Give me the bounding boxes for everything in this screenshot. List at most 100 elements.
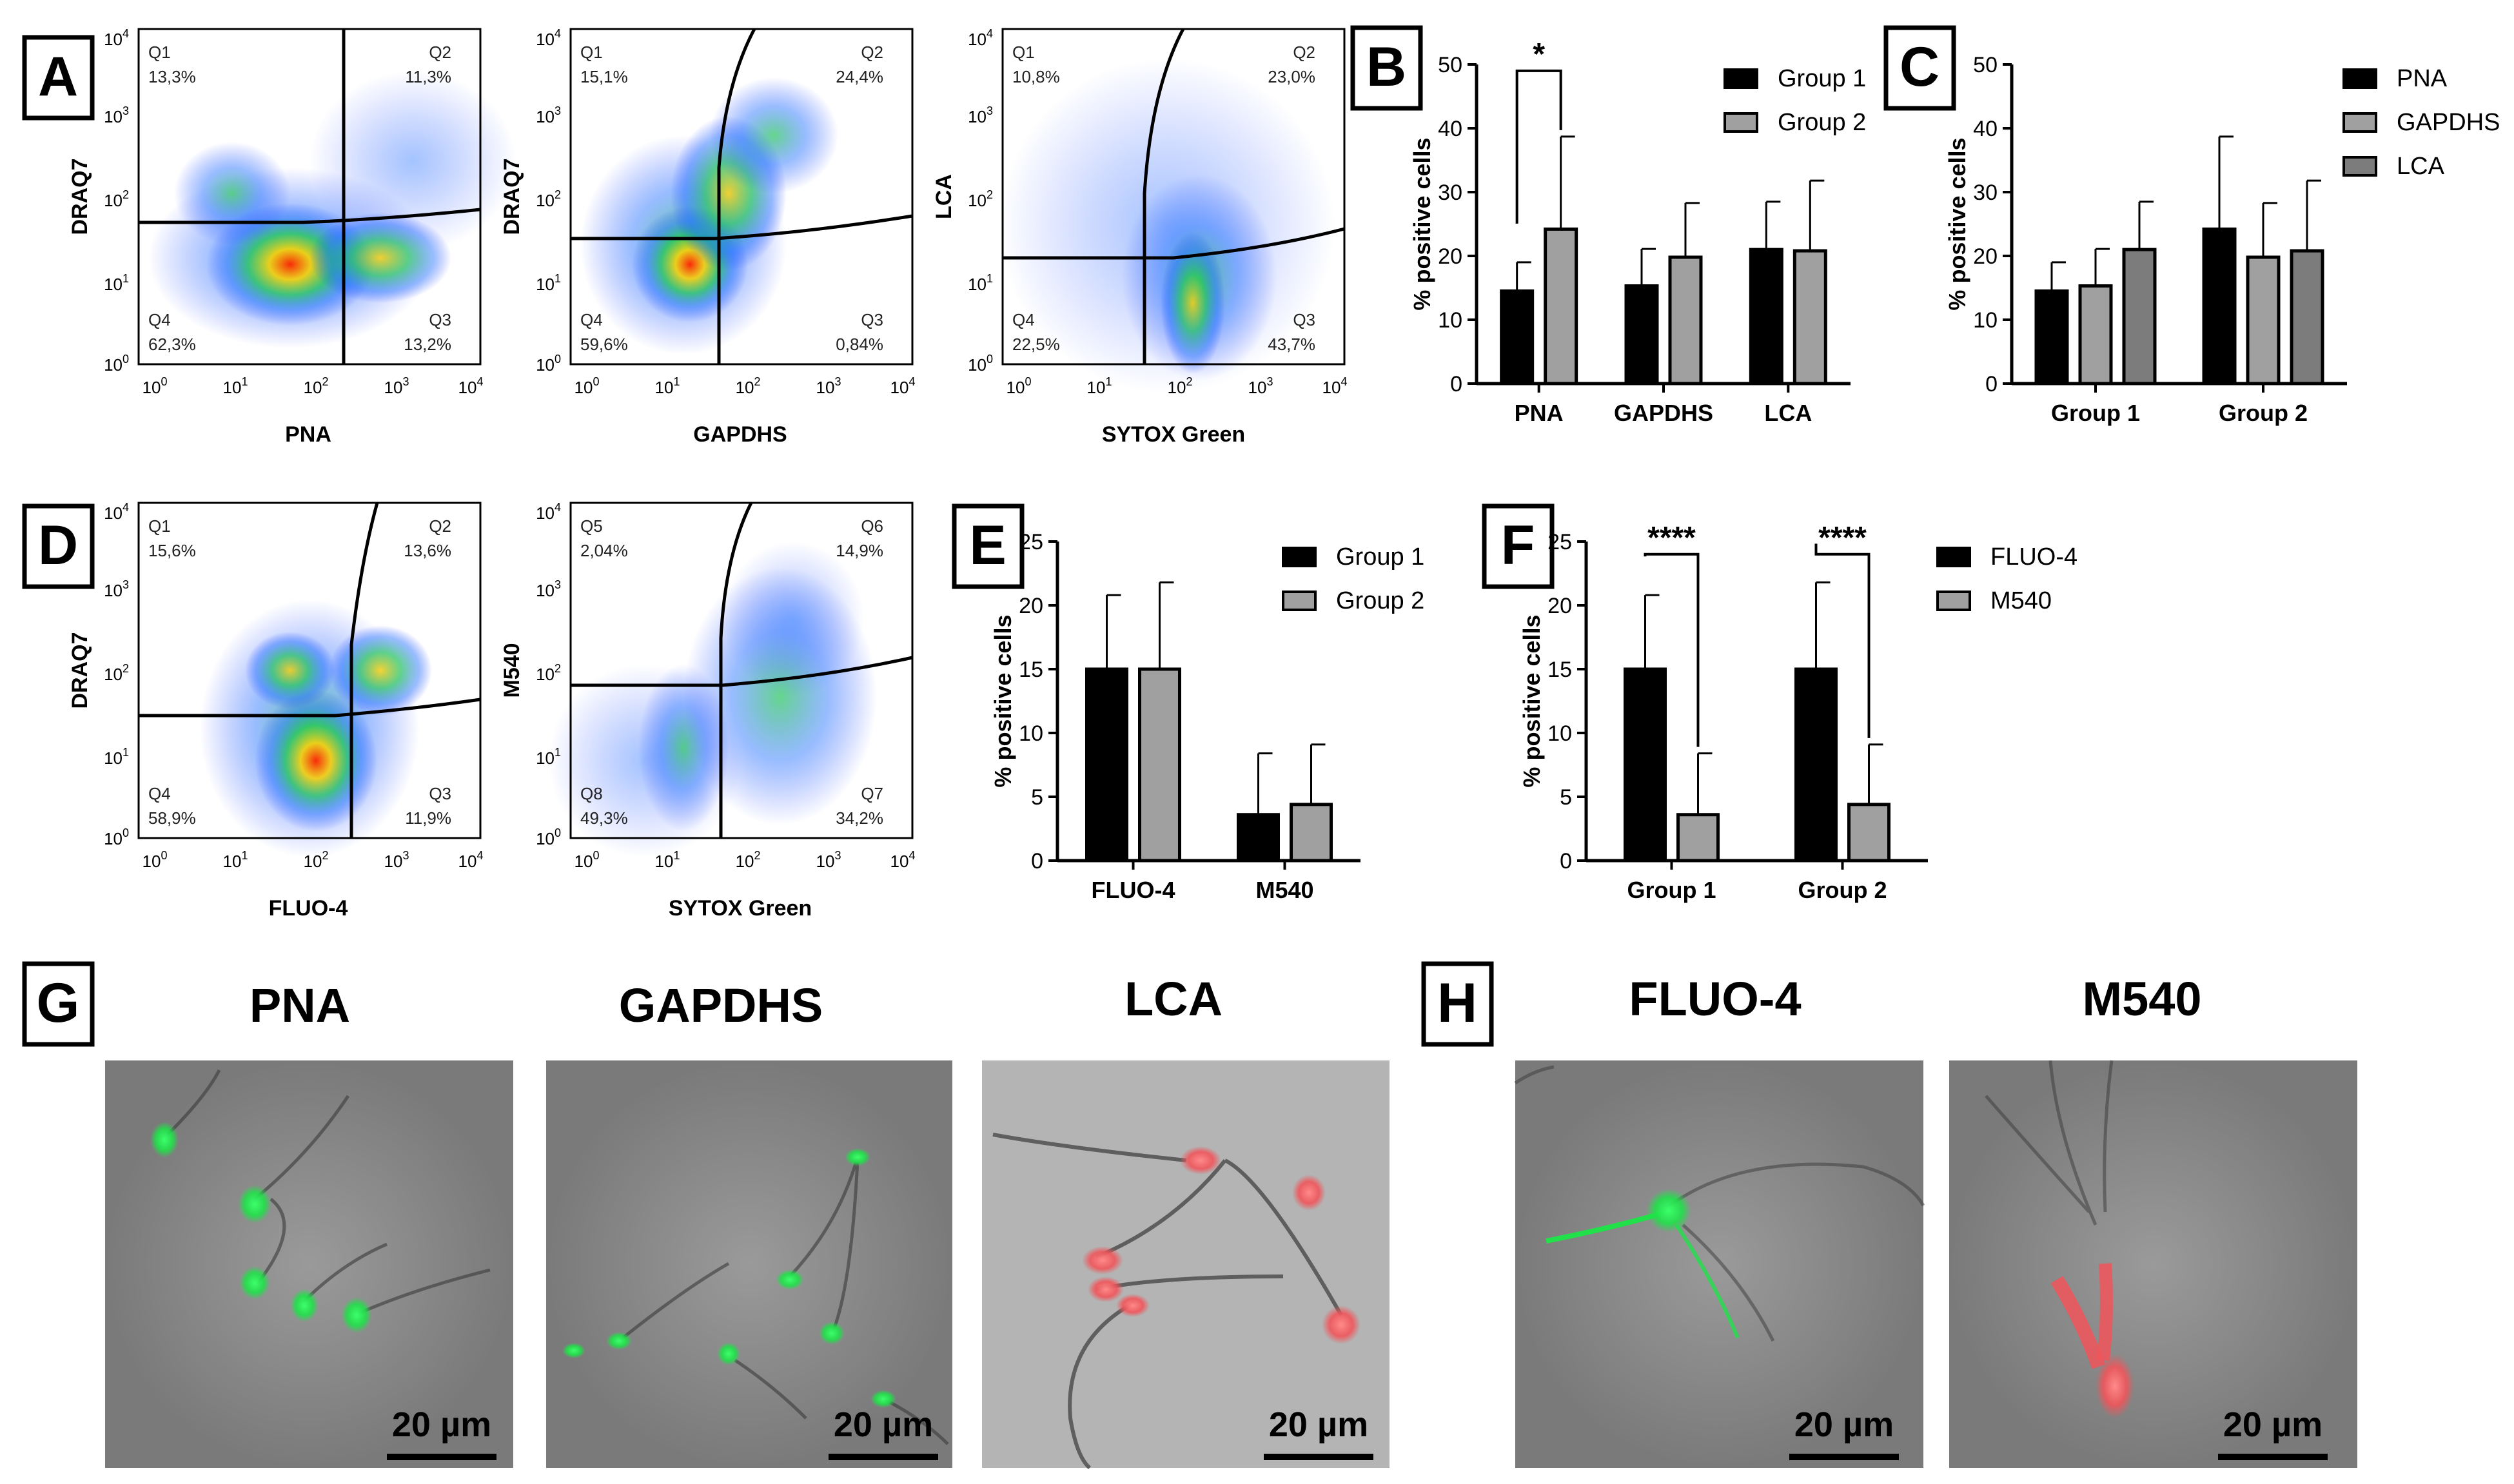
- svg-text:104: 104: [536, 27, 561, 49]
- bar: [1749, 248, 1783, 386]
- svg-text:100: 100: [142, 849, 168, 871]
- bar: [1668, 255, 1703, 386]
- legend-swatch: [1723, 68, 1758, 89]
- svg-text:103: 103: [816, 849, 841, 871]
- svg-text:100: 100: [536, 353, 561, 375]
- y-axis-label: LCA: [932, 174, 956, 219]
- scale-bar-label: 20 µm: [1794, 1405, 1894, 1444]
- micrograph-image: [982, 1060, 1390, 1468]
- flow-plot-m540: Q5 2,04% Q6 14,9% Q8 49,3% Q7 34,2% 100 …: [500, 501, 915, 921]
- gate-vertical: [719, 502, 753, 838]
- svg-text:103: 103: [1248, 375, 1273, 397]
- svg-text:101: 101: [223, 375, 248, 397]
- y-tick-labels: 100 101 102 103 104: [968, 27, 993, 375]
- quadrant-percent: 59,6%: [580, 335, 628, 354]
- legend-swatch: [1936, 547, 1971, 567]
- flow-density: [148, 71, 516, 348]
- svg-text:102: 102: [536, 662, 561, 684]
- y-tick-label: 50: [1438, 53, 1462, 77]
- y-tick-label: 0: [1560, 849, 1572, 874]
- micrograph-pna: PNA 20 µm: [105, 979, 513, 1468]
- bar: [2122, 248, 2157, 386]
- quadrant-name: Q1: [148, 516, 171, 536]
- legend-label: Group 2: [1778, 109, 1866, 136]
- y-axis-label: DRAQ7: [68, 632, 92, 708]
- y-tick-label: 20: [1438, 244, 1462, 269]
- bar: [2078, 284, 2113, 386]
- quadrant-percent: 62,3%: [148, 335, 196, 354]
- quadrant-name: Q2: [429, 43, 451, 62]
- flow-frame: [569, 28, 914, 366]
- legend-swatch: [1282, 547, 1317, 567]
- quadrant-percent: 11,3%: [405, 67, 451, 86]
- svg-text:D: D: [38, 514, 78, 576]
- scale-bar-label: 20 µm: [2223, 1405, 2323, 1444]
- quadrant-percent: 58,9%: [148, 808, 196, 828]
- flow-density: [548, 542, 877, 857]
- y-tick-label: 10: [1973, 308, 1998, 333]
- bar: [1290, 803, 1333, 863]
- micrograph-image: [1515, 1060, 1923, 1468]
- svg-text:102: 102: [536, 188, 561, 210]
- legend-label: GAPDHS: [2397, 109, 2500, 136]
- y-tick-label: 0: [1031, 849, 1043, 874]
- quadrant-name: Q4: [580, 310, 603, 329]
- svg-text:104: 104: [104, 501, 129, 523]
- svg-text:104: 104: [458, 849, 484, 871]
- quadrant-percent: 13,2%: [404, 335, 451, 354]
- x-tick-label: M540: [1255, 877, 1313, 903]
- panel-letter-h: H: [1421, 961, 1494, 1047]
- y-axis-label: DRAQ7: [68, 158, 92, 235]
- svg-text:100: 100: [536, 826, 561, 848]
- svg-text:100: 100: [968, 353, 993, 375]
- sperm-tails: [1514, 1065, 1925, 1342]
- svg-text:104: 104: [1322, 375, 1348, 397]
- legend-swatch: [1936, 591, 1971, 611]
- micrograph-gapdhs: GAPDHS 20 µm: [546, 979, 952, 1468]
- x-tick-labels: 100 101 102 103 104: [142, 849, 484, 871]
- bar: [2034, 289, 2069, 386]
- quadrant-percent: 23,0%: [1268, 67, 1315, 86]
- svg-text:B: B: [1366, 36, 1406, 98]
- significance-bracket: [1515, 69, 1562, 224]
- gate-horizontal: [139, 208, 481, 224]
- panel-letter-d: D: [22, 503, 95, 589]
- bar-chart-e: 0 5 10 15 20 25 % positive cells FLUO-4 M540 Grou…: [990, 530, 1424, 903]
- svg-text:103: 103: [104, 104, 129, 126]
- quadrant-percent: 10,8%: [1012, 67, 1060, 86]
- legend-swatch: [2342, 68, 2377, 89]
- micrograph-m540: M540 20 µm: [1949, 972, 2357, 1468]
- svg-text:103: 103: [536, 104, 561, 126]
- svg-text:101: 101: [655, 849, 680, 871]
- legend-swatch: [2342, 156, 2377, 177]
- svg-text:102: 102: [104, 188, 129, 210]
- y-tick-labels: 100 101 102 103 104: [104, 501, 129, 848]
- flow-density: [580, 77, 838, 355]
- bar: [1624, 284, 1659, 386]
- micrograph-title: GAPDHS: [619, 979, 823, 1032]
- green-stain-spots: [150, 1122, 372, 1333]
- significance-label: ****: [1647, 521, 1696, 555]
- bar: [1794, 667, 1838, 863]
- x-tick-labels: 100 101 102 103 104: [1007, 375, 1348, 397]
- x-tick-labels: 100 101 102 103 104: [142, 375, 484, 397]
- svg-text:F: F: [1501, 514, 1535, 576]
- svg-text:C: C: [1900, 36, 1940, 98]
- quadrant-name: Q1: [580, 43, 603, 62]
- micrograph-title: FLUO-4: [1629, 972, 1801, 1026]
- quadrant-percent: 22,5%: [1012, 335, 1060, 354]
- quadrant-name: Q4: [148, 784, 171, 803]
- svg-text:104: 104: [536, 501, 561, 523]
- micrograph-lca: LCA 20 µm: [982, 972, 1390, 1470]
- micrograph-fluo4: FLUO-4 20 µm: [1514, 972, 1925, 1468]
- y-tick-label: 0: [1450, 372, 1462, 396]
- gate-vertical: [717, 28, 756, 364]
- svg-text:101: 101: [655, 375, 680, 397]
- svg-text:102: 102: [304, 849, 329, 871]
- svg-text:102: 102: [304, 375, 329, 397]
- svg-text:101: 101: [968, 272, 993, 294]
- quadrant-name: Q3: [429, 310, 451, 329]
- scale-bar-label: 20 µm: [834, 1405, 933, 1444]
- quadrant-name: Q2: [429, 516, 451, 536]
- significance-bracket: [1814, 543, 1871, 738]
